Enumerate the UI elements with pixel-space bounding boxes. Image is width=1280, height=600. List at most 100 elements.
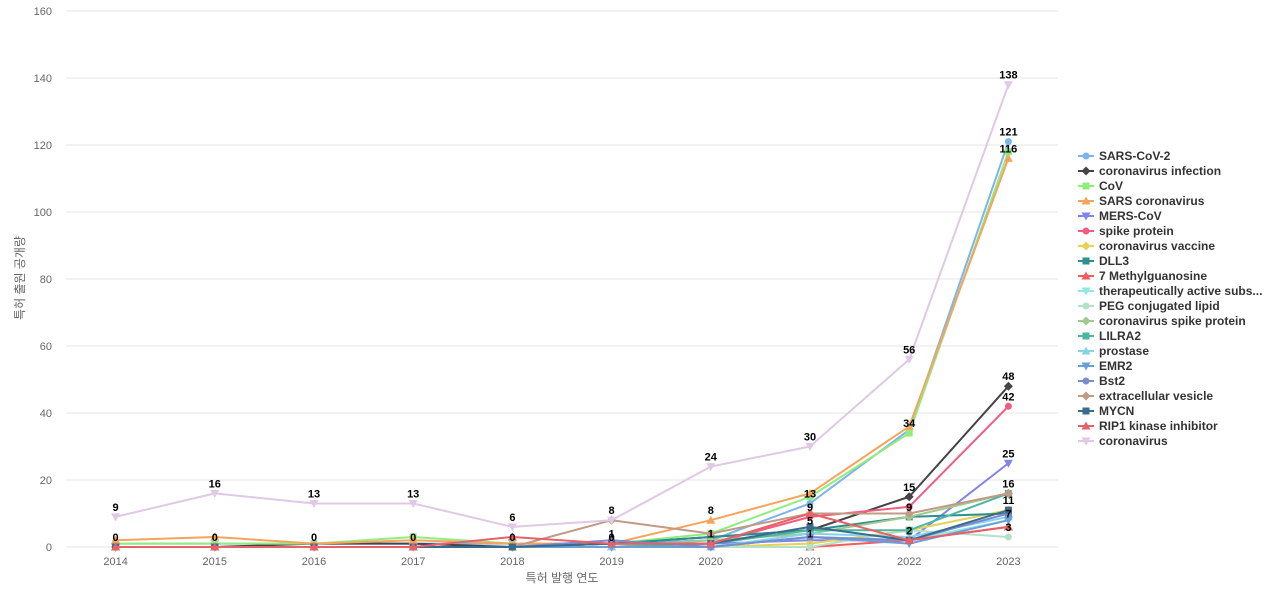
data-label: 2 bbox=[906, 525, 912, 537]
data-point bbox=[706, 515, 716, 524]
data-point bbox=[507, 532, 517, 541]
legend-symbol bbox=[1082, 227, 1090, 235]
legend-item[interactable]: therapeutically active subs... bbox=[1078, 284, 1262, 298]
data-label: 13 bbox=[804, 488, 816, 500]
data-label: 121 bbox=[999, 127, 1017, 139]
legend-symbol bbox=[1081, 166, 1091, 176]
legend-symbol bbox=[1081, 391, 1091, 401]
legend-symbol bbox=[1081, 196, 1091, 205]
data-label: 24 bbox=[705, 452, 718, 464]
data-label: 0 bbox=[509, 532, 515, 544]
legend-label: coronavirus bbox=[1099, 434, 1168, 448]
legend-item[interactable]: LILRA2 bbox=[1078, 329, 1141, 343]
data-point bbox=[806, 533, 814, 541]
legend-item[interactable]: MERS-CoV bbox=[1078, 209, 1162, 223]
legend-label: DLL3 bbox=[1099, 254, 1129, 268]
y-axis-ticks: 0 20 40 60 80 100 120 140 160 bbox=[34, 6, 52, 554]
data-label: 56 bbox=[903, 344, 915, 356]
x-axis-ticks: 2014 2015 2016 2017 2018 2019 2020 2021 2022 2023 bbox=[103, 556, 1020, 568]
series-0 bbox=[112, 138, 1012, 548]
legend-item[interactable]: extracellular vesicle bbox=[1078, 389, 1213, 403]
series-line bbox=[115, 84, 1010, 528]
data-point bbox=[806, 523, 814, 531]
data-label: 48 bbox=[1002, 371, 1014, 383]
legend-item[interactable]: RIP1 kinase inhibitor bbox=[1078, 419, 1218, 433]
legend-symbol bbox=[1081, 316, 1091, 326]
legend-label: PEG conjugated lipid bbox=[1099, 299, 1220, 313]
legend-label: coronavirus spike protein bbox=[1099, 314, 1246, 328]
legend-label: MYCN bbox=[1099, 404, 1134, 418]
legend-item[interactable]: PEG conjugated lipid bbox=[1078, 299, 1220, 313]
legend-item[interactable]: prostase bbox=[1078, 344, 1149, 358]
data-point bbox=[210, 489, 220, 498]
x-tick-label: 2020 bbox=[699, 556, 723, 568]
data-point bbox=[507, 523, 517, 532]
legend-item[interactable]: DLL3 bbox=[1078, 254, 1129, 268]
legend-label: spike protein bbox=[1099, 224, 1174, 238]
legend-label: coronavirus vaccine bbox=[1099, 239, 1215, 253]
data-point bbox=[806, 499, 814, 507]
x-tick-label: 2019 bbox=[599, 556, 623, 568]
legend-item[interactable]: SARS-CoV-2 bbox=[1078, 149, 1171, 163]
data-point bbox=[408, 499, 418, 508]
data-label: 11 bbox=[1003, 495, 1015, 507]
legend-symbol bbox=[1081, 437, 1091, 446]
series-line bbox=[115, 158, 1010, 545]
data-point bbox=[309, 499, 319, 508]
data-label: 15 bbox=[903, 482, 915, 494]
data-point bbox=[905, 526, 913, 534]
legend-item[interactable]: spike protein bbox=[1078, 224, 1174, 238]
data-point bbox=[408, 542, 418, 551]
legend-item[interactable]: Bst2 bbox=[1078, 374, 1125, 388]
legend-symbol bbox=[1081, 346, 1091, 355]
y-tick-label: 120 bbox=[34, 140, 52, 152]
data-point bbox=[1003, 516, 1013, 525]
data-point bbox=[607, 516, 617, 525]
legend-item[interactable]: MYCN bbox=[1078, 404, 1134, 418]
data-point bbox=[508, 543, 516, 551]
y-tick-label: 60 bbox=[40, 341, 52, 353]
data-label: 1 bbox=[609, 529, 615, 541]
data-point bbox=[904, 355, 914, 364]
legend-item[interactable]: CoV bbox=[1078, 179, 1123, 193]
data-point bbox=[806, 543, 814, 551]
data-label: 42 bbox=[1002, 391, 1014, 403]
data-label: 30 bbox=[804, 432, 816, 444]
legend-item[interactable]: SARS coronavirus bbox=[1078, 194, 1205, 208]
x-tick-label: 2017 bbox=[401, 556, 425, 568]
data-point bbox=[111, 542, 121, 551]
series-19 bbox=[111, 81, 1013, 532]
legend-item[interactable]: 7 Methylguanosine bbox=[1078, 269, 1207, 283]
data-point bbox=[805, 509, 815, 517]
data-point bbox=[1004, 148, 1012, 156]
data-label: 138 bbox=[999, 70, 1017, 82]
legend-label: LILRA2 bbox=[1099, 329, 1141, 343]
legend-symbol bbox=[1082, 407, 1090, 415]
data-point bbox=[607, 539, 617, 548]
legend-item[interactable]: coronavirus bbox=[1078, 434, 1168, 448]
data-point bbox=[904, 421, 914, 430]
legend-item[interactable]: coronavirus spike protein bbox=[1078, 314, 1246, 328]
data-point bbox=[706, 463, 716, 472]
series-5 bbox=[112, 402, 1012, 551]
legend-symbol bbox=[1081, 212, 1091, 221]
data-label: 0 bbox=[410, 532, 416, 544]
x-axis-title: 특허 발행 연도 bbox=[526, 570, 599, 585]
x-tick-label: 2016 bbox=[302, 556, 326, 568]
data-label: 9 bbox=[807, 502, 813, 514]
legend-item[interactable]: EMR2 bbox=[1078, 359, 1133, 373]
series-1 bbox=[111, 381, 1013, 552]
legend-item[interactable]: coronavirus infection bbox=[1078, 164, 1221, 178]
x-tick-label: 2015 bbox=[203, 556, 227, 568]
data-point bbox=[904, 535, 914, 544]
legend-item[interactable]: coronavirus vaccine bbox=[1078, 239, 1215, 253]
data-label: 5 bbox=[807, 515, 813, 527]
legend-symbol bbox=[1082, 332, 1090, 340]
data-point bbox=[1003, 81, 1013, 90]
legend-label: RIP1 kinase inhibitor bbox=[1099, 419, 1218, 433]
x-tick-label: 2023 bbox=[996, 556, 1020, 568]
legend-symbol bbox=[1081, 362, 1091, 371]
data-point bbox=[904, 509, 914, 518]
data-point bbox=[111, 513, 121, 522]
